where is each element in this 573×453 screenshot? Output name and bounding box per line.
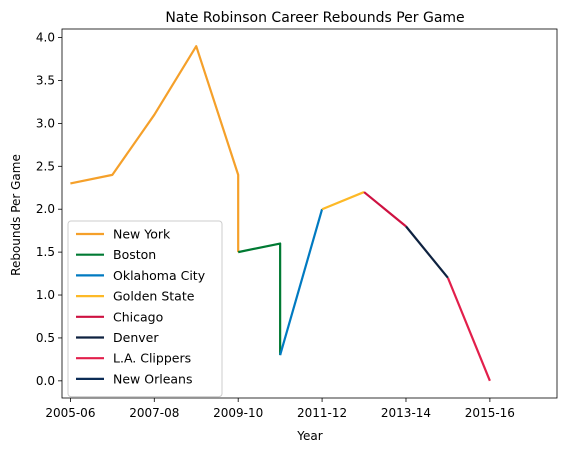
y-tick-label: 1.0 <box>36 288 55 302</box>
legend-box <box>67 220 223 398</box>
legend: New York Boston Oklahoma City Golden State C… <box>67 220 223 398</box>
x-tick-label: 2007-08 <box>129 406 179 420</box>
legend-label: Oklahoma City <box>113 268 206 283</box>
y-tick-label: 3.5 <box>36 73 55 87</box>
y-tick-label: 1.5 <box>36 245 55 259</box>
legend-label: Denver <box>113 330 159 345</box>
legend-label: New York <box>113 227 171 242</box>
series-line <box>279 208 324 356</box>
y-tick-label: 0.0 <box>36 374 55 388</box>
series-line <box>446 277 491 382</box>
x-tick-label: 2009-10 <box>213 406 263 420</box>
chart-title: Nate Robinson Career Rebounds Per Game <box>165 10 464 26</box>
x-tick-label: 2005-06 <box>45 406 95 420</box>
legend-label: New Orleans <box>113 371 192 386</box>
axes-frame <box>61 28 558 399</box>
x-tick-label: 2011-12 <box>297 406 347 420</box>
x-tick-label: 2013-14 <box>381 406 431 420</box>
y-tick-label: 3.0 <box>36 116 55 130</box>
series-line <box>405 225 449 279</box>
y-tick-label: 0.5 <box>36 331 55 345</box>
y-tick-label: 4.0 <box>36 31 55 45</box>
y-tick-label: 2.5 <box>36 159 55 173</box>
legend-label: Golden State <box>113 289 195 304</box>
series-line <box>237 242 282 356</box>
plot-area: 2005-06 2007-08 2009-10 2011-12 2013-14 2015-… <box>36 28 558 420</box>
series-line <box>363 191 407 228</box>
series-line <box>321 191 365 211</box>
y-axis-label: Rebounds Per Game <box>9 154 23 276</box>
x-axis-label: Year <box>296 429 322 443</box>
legend-label: Chicago <box>113 309 163 324</box>
x-tick-label: 2015-16 <box>465 406 515 420</box>
legend-label: Boston <box>113 247 156 262</box>
y-tick-label: 2.0 <box>36 202 55 216</box>
series-line <box>70 45 240 253</box>
legend-label: L.A. Clippers <box>113 351 191 366</box>
